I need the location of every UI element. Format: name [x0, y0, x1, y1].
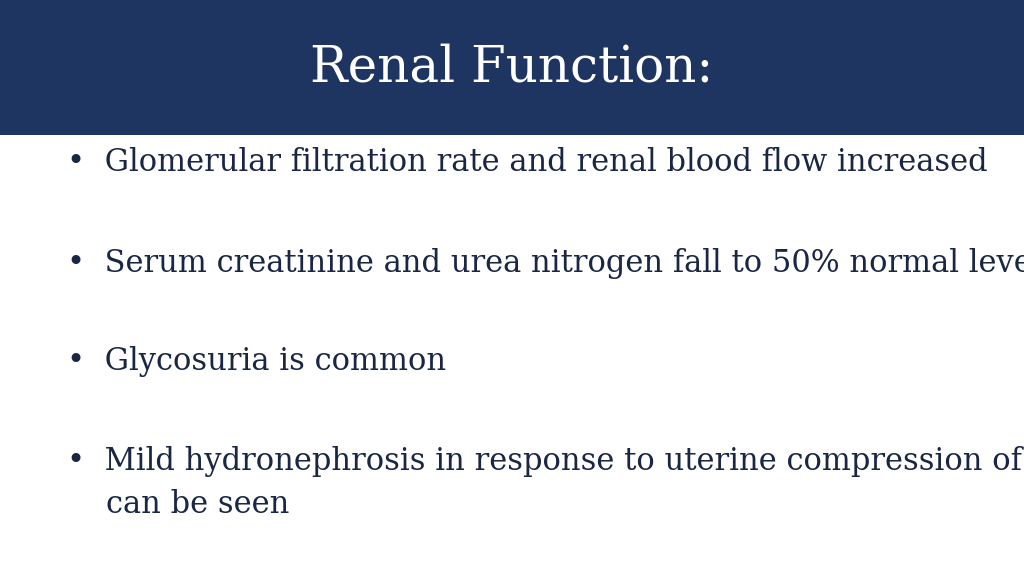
Text: Renal Function:: Renal Function:	[310, 43, 714, 92]
Text: •  Mild hydronephrosis in response to uterine compression of ureters
    can be : • Mild hydronephrosis in response to ute…	[67, 446, 1024, 520]
Bar	[0, 0, 1024, 135]
Text: •  Glomerular filtration rate and renal blood flow increased: • Glomerular filtration rate and renal b…	[67, 147, 987, 178]
Text: •  Glycosuria is common: • Glycosuria is common	[67, 346, 445, 377]
Text: •  Serum creatinine and urea nitrogen fall to 50% normal levels: • Serum creatinine and urea nitrogen fal…	[67, 248, 1024, 279]
